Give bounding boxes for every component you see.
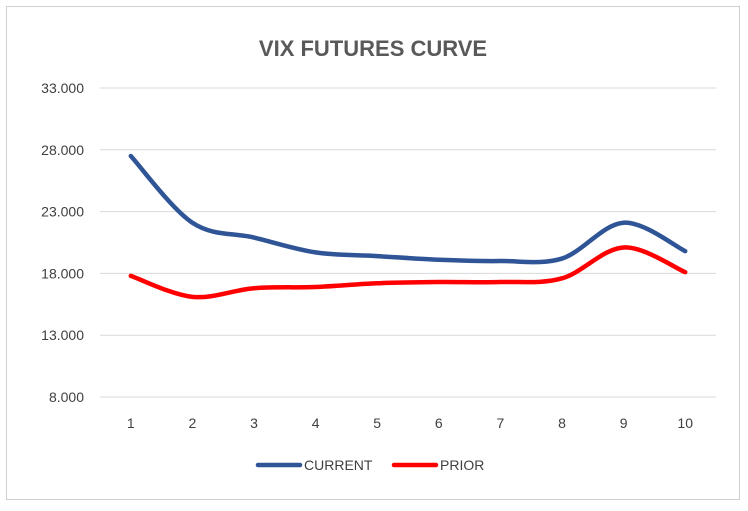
y-tick-label: 33.000 [41,80,84,96]
x-tick-label: 8 [558,415,566,431]
legend-label-prior: PRIOR [440,457,484,473]
x-tick-label: 6 [435,415,443,431]
x-tick-label: 1 [127,415,135,431]
gridlines [100,87,716,398]
y-tick-label: 8.000 [49,389,84,405]
x-tick-label: 9 [620,415,628,431]
y-tick-label: 28.000 [41,142,84,158]
y-axis-ticks: 8.000 13.000 18.000 23.000 28.000 33.000 [41,80,84,405]
y-tick-label: 23.000 [41,204,84,220]
x-tick-label: 5 [373,415,381,431]
chart-title: VIX FUTURES CURVE [259,36,487,61]
x-tick-label: 7 [497,415,505,431]
x-tick-label: 10 [677,415,693,431]
series-lines [128,153,688,300]
x-axis-ticks: 1 2 3 4 5 6 7 8 9 10 [127,415,693,431]
x-tick-label: 3 [250,415,258,431]
x-tick-label: 2 [189,415,197,431]
y-tick-label: 13.000 [41,327,84,343]
series-line-current [128,153,688,265]
y-tick-label: 18.000 [41,265,84,281]
legend-label-current: CURRENT [304,457,373,473]
x-tick-label: 4 [312,415,320,431]
legend: CURRENT PRIOR [255,457,484,473]
series-line-prior [128,245,688,300]
